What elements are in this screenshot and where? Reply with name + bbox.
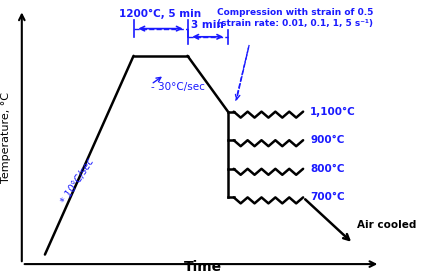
Text: Air cooled: Air cooled bbox=[357, 220, 416, 230]
Text: Time: Time bbox=[184, 260, 222, 274]
Text: 900°C: 900°C bbox=[310, 135, 344, 145]
Text: - 30°C/sec: - 30°C/sec bbox=[151, 82, 205, 92]
Text: 1200°C, 5 min: 1200°C, 5 min bbox=[119, 9, 202, 19]
Text: 800°C: 800°C bbox=[310, 164, 345, 174]
Text: 1,100°C: 1,100°C bbox=[310, 107, 356, 117]
Text: * 10°C/sec: * 10°C/sec bbox=[59, 156, 96, 205]
Text: Temperature, °C: Temperature, °C bbox=[1, 92, 11, 183]
Text: 3 min: 3 min bbox=[191, 20, 224, 30]
Text: Compression with strain of 0.5
(strain rate: 0.01, 0.1, 1, 5 s⁻¹): Compression with strain of 0.5 (strain r… bbox=[217, 8, 374, 28]
Text: 700°C: 700°C bbox=[310, 192, 345, 202]
